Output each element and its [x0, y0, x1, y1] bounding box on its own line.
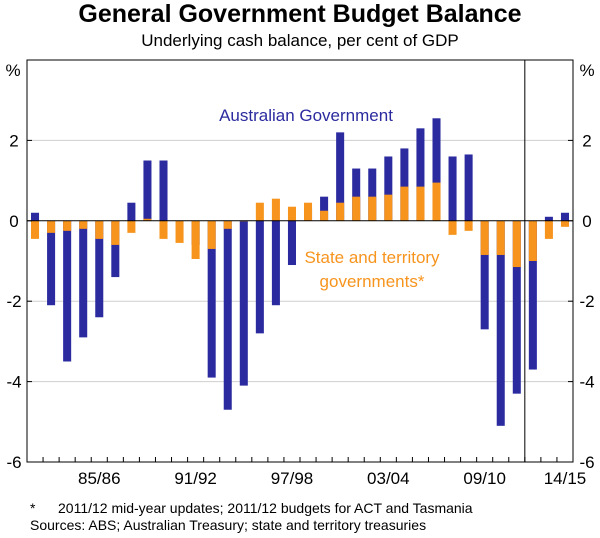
- bar-australian-government-92-93: [207, 220, 216, 378]
- bar-australian-government-14-15: [560, 212, 569, 221]
- bar-australian-government-06-07: [432, 118, 441, 221]
- bar-layer: [31, 118, 569, 426]
- bar-state-territory-86-87: [111, 220, 120, 245]
- bar-state-territory-98-99: [304, 202, 313, 221]
- bar-australian-government-05-06: [416, 128, 425, 221]
- x-tick-label: 97/98: [271, 469, 314, 488]
- bar-australian-government-94-95: [239, 220, 248, 386]
- bar-australian-government-84-85: [79, 220, 88, 338]
- bar-state-territory-08-09: [464, 220, 473, 231]
- bar-australian-government-96-97: [271, 220, 280, 306]
- y-tick-label-left: 0: [9, 212, 18, 231]
- y-tick-label-left: -2: [6, 292, 21, 311]
- bar-australian-government-93-94: [223, 220, 232, 410]
- bar-australian-government-13-14: [544, 216, 553, 221]
- gridlines: [27, 139, 573, 383]
- y-tick-label-left: -6: [6, 453, 21, 472]
- bar-australian-government-11-12: [512, 220, 521, 394]
- bar-state-territory-13-14: [544, 220, 553, 239]
- bar-australian-government-97-98: [287, 220, 296, 266]
- bar-australian-government-04-05: [400, 148, 409, 221]
- bar-australian-government-81-82: [31, 212, 40, 221]
- x-tick-label: 85/86: [78, 469, 121, 488]
- bar-state-territory-95-96: [255, 202, 264, 221]
- bar-state-territory-01-02: [352, 196, 361, 221]
- bar-state-territory-07-08: [448, 220, 457, 235]
- footnote-text: 2011/12 mid-year updates; 2011/12 budget…: [58, 500, 473, 516]
- x-tick-label: 91/92: [174, 469, 217, 488]
- bar-state-territory-87-88: [127, 220, 136, 233]
- y-tick-label-right: -6: [579, 453, 594, 472]
- footnote-mark: *: [30, 500, 36, 516]
- bar-state-territory-06-07: [432, 182, 441, 221]
- bar-australian-government-87-88: [127, 202, 136, 221]
- bar-australian-government-86-87: [111, 220, 120, 278]
- y-tick-label-left: 2: [9, 131, 18, 150]
- bar-state-territory-93-94: [223, 220, 232, 229]
- annotation-state-territory-line1: State and territory: [304, 248, 440, 267]
- chart-title: General Government Budget Balance: [78, 0, 522, 28]
- bar-australian-government-89-90: [159, 160, 168, 221]
- bar-australian-government-02-03: [368, 168, 377, 221]
- x-tick-label: 09/10: [463, 469, 506, 488]
- bar-state-territory-84-85: [79, 220, 88, 229]
- bar-australian-government-03-04: [384, 156, 393, 221]
- bar-state-territory-92-93: [207, 220, 216, 249]
- y-tick-label-right: 0: [582, 212, 591, 231]
- bar-australian-government-99-00: [320, 196, 329, 221]
- footnote: * 2011/12 mid-year updates; 2011/12 budge…: [30, 500, 473, 516]
- x-tick-label: 03/04: [367, 469, 410, 488]
- bar-state-territory-04-05: [400, 186, 409, 221]
- bar-australian-government-83-84: [63, 220, 72, 362]
- bar-state-territory-96-97: [271, 198, 280, 221]
- bar-state-territory-09-10: [480, 220, 489, 255]
- bar-australian-government-07-08: [448, 156, 457, 221]
- annotation-state-territory-line2: governments*: [320, 272, 425, 291]
- y-axis-unit-right: %: [579, 61, 594, 80]
- y-tick-label-left: -4: [6, 373, 21, 392]
- bar-state-territory-90-91: [175, 220, 184, 243]
- bar-state-territory-05-06: [416, 186, 425, 221]
- bar-australian-government-08-09: [464, 154, 473, 221]
- y-tick-label-right: -2: [579, 292, 594, 311]
- bar-state-territory-89-90: [159, 220, 168, 239]
- bar-australian-government-12-13: [528, 220, 537, 370]
- bar-state-territory-88-89: [143, 218, 152, 221]
- y-tick-label-right: -4: [579, 373, 594, 392]
- annotation-australian-government: Australian Government: [219, 106, 393, 125]
- bar-australian-government-00-01: [336, 132, 345, 221]
- bar-state-territory-11-12: [512, 220, 521, 268]
- bar-state-territory-97-98: [287, 206, 296, 221]
- y-tick-label-right: 2: [582, 131, 591, 150]
- bar-australian-government-88-89: [143, 160, 152, 221]
- x-tick-label: 14/15: [544, 469, 587, 488]
- bar-state-territory-14-15: [560, 220, 569, 227]
- bar-state-territory-82-83: [47, 220, 56, 233]
- chart-subtitle: Underlying cash balance, per cent of GDP: [141, 31, 459, 50]
- bar-state-territory-91-92: [191, 220, 200, 259]
- bar-state-territory-03-04: [384, 194, 393, 221]
- bar-australian-government-10-11: [496, 220, 505, 426]
- bar-state-territory-00-01: [336, 202, 345, 221]
- bar-state-territory-99-00: [320, 210, 329, 221]
- y-axis-unit-left: %: [5, 61, 20, 80]
- bar-australian-government-95-96: [255, 220, 264, 334]
- bar-state-territory-81-82: [31, 220, 40, 239]
- bar-australian-government-09-10: [480, 220, 489, 330]
- bar-state-territory-10-11: [496, 220, 505, 255]
- sources-note: Sources: ABS; Australian Treasury; state…: [30, 517, 427, 533]
- bar-state-territory-85-86: [95, 220, 104, 239]
- bar-australian-government-82-83: [47, 220, 56, 306]
- bar-state-territory-02-03: [368, 196, 377, 221]
- bar-australian-government-85-86: [95, 220, 104, 318]
- bar-state-territory-12-13: [528, 220, 537, 261]
- bar-state-territory-83-84: [63, 220, 72, 231]
- bar-australian-government-01-02: [352, 168, 361, 221]
- axis-layer: -6 -6 -4 -4 -2 -2 0 0 2 2 85/86 91/92 97/98 03/04 09/1…: [6, 131, 594, 488]
